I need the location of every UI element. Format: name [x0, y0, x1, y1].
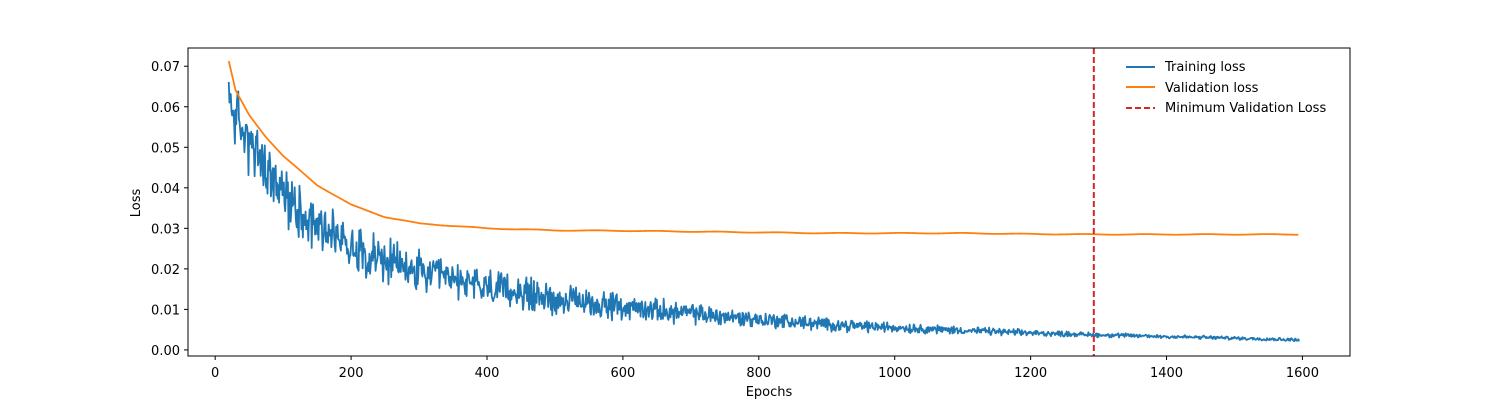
y-tick-label: 0.05 [151, 141, 180, 156]
x-tick-label: 1000 [878, 366, 911, 381]
plot-frame [187, 47, 1351, 357]
validation-loss-line [227, 60, 1299, 236]
y-tick-label: 0.06 [151, 101, 180, 116]
y-tick-label: 0.01 [151, 303, 180, 318]
y-tick-label: 0.07 [151, 60, 180, 75]
x-tick-label: 1600 [1286, 366, 1319, 381]
x-tick-label: 0 [211, 366, 219, 381]
x-tick-label: 200 [339, 366, 364, 381]
x-axis: 0 200 400 600 800 1000 1200 1400 1600 [211, 356, 1319, 381]
y-axis-label: Loss [129, 189, 144, 218]
y-tick-label: 0.04 [151, 182, 180, 197]
y-tick-label: 0.00 [151, 344, 180, 359]
x-axis-label: Epochs [746, 385, 793, 400]
legend-label-min-val: Minimum Validation Loss [1165, 101, 1326, 116]
x-tick-label: 600 [610, 366, 635, 381]
x-tick-label: 1400 [1150, 366, 1183, 381]
x-tick-label: 400 [475, 366, 500, 381]
y-tick-label: 0.03 [151, 222, 180, 237]
y-axis: 0.00 0.01 0.02 0.03 0.04 0.05 0.06 0.07 [151, 60, 188, 359]
x-tick-label: 1200 [1014, 366, 1047, 381]
legend: Training loss Validation loss Minimum Va… [1126, 60, 1326, 116]
legend-label-training: Training loss [1164, 60, 1246, 75]
y-tick-label: 0.02 [151, 263, 180, 278]
x-tick-label: 800 [746, 366, 771, 381]
legend-label-validation: Validation loss [1165, 81, 1259, 96]
training-loss-line [227, 81, 1300, 343]
series-layer [227, 60, 1300, 343]
